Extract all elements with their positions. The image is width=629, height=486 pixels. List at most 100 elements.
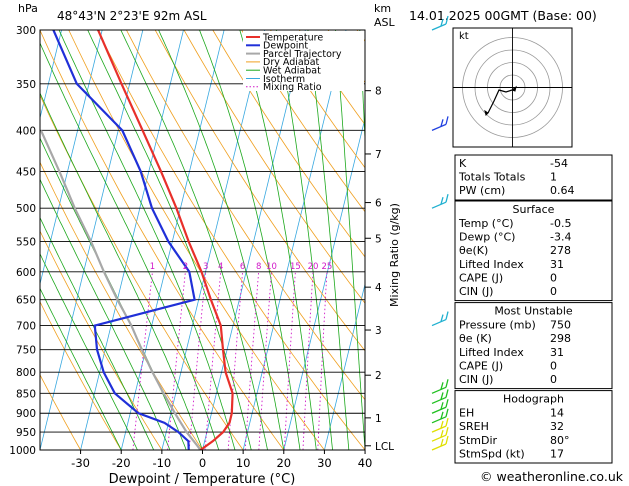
table-row-value: -3.4 (550, 231, 571, 244)
wind-barb (431, 417, 449, 433)
table-section-title: Most Unstable (494, 305, 573, 318)
wind-barb (431, 399, 449, 414)
table-row-label: Temp (°C) (458, 217, 514, 230)
wet-adiabat-line (40, 92, 203, 450)
table-row-value: 0.64 (550, 184, 575, 197)
height-tick-label: 2 (375, 370, 382, 382)
pressure-tick-label: 450 (16, 166, 36, 178)
location-label: 48°43'N 2°23'E 92m ASL (57, 9, 207, 23)
pressure-tick-label: 400 (16, 125, 36, 137)
wind-barb (431, 15, 449, 31)
x-tick-label: 10 (236, 456, 251, 470)
table-row-label: CIN (J) (459, 373, 493, 386)
x-tick-label: 0 (199, 456, 206, 470)
mixing-ratio-axis-label: Mixing Ratio (g/kg) (388, 203, 401, 307)
mixing-ratio-label: 2 (183, 262, 188, 272)
legend-label: Dewpoint (263, 41, 308, 52)
table-row-label: CAPE (J) (459, 271, 503, 284)
pressure-tick-label: 500 (16, 203, 36, 215)
pressure-tick-label: 750 (16, 345, 36, 357)
table-row-label: θe(K) (459, 244, 488, 257)
height-tick-label: 3 (375, 325, 382, 337)
pressure-axis: 300 350 400 450 500 550 600 650 700 750 800 850 900 9… (9, 25, 36, 457)
isotherm-line (120, 30, 225, 450)
wind-barbs (431, 15, 449, 451)
mixing-ratio-line (227, 271, 244, 450)
mixing-ratio-line (317, 271, 328, 450)
wet-adiabat-line (120, 30, 268, 450)
table-row-value: 1 (550, 171, 557, 184)
wind-barb (431, 194, 449, 209)
indices-box (454, 154, 613, 201)
table-row-value: 17 (550, 447, 564, 460)
pressure-unit-label: hPa (18, 2, 38, 15)
pressure-tick-label: 700 (16, 321, 36, 333)
legend-label: Wet Adiabat (263, 66, 321, 77)
wind-barb (431, 311, 449, 327)
isotherm-line (242, 30, 347, 450)
pressure-tick-label: 350 (16, 79, 36, 91)
temperature-line (97, 30, 234, 450)
pressure-tick-label: 650 (16, 295, 36, 307)
table-row-label: CAPE (J) (459, 359, 503, 372)
x-tick-label: 20 (276, 456, 291, 470)
mixing-ratio-line (204, 271, 222, 450)
dry-adiabat-line (241, 30, 365, 213)
mixing-ratio-line (283, 271, 296, 450)
isotherm-line (161, 30, 266, 450)
mixing-ratio-line (167, 271, 186, 450)
height-tick-label: 1 (375, 413, 382, 425)
hodograph-arrow (510, 85, 517, 92)
mixing-ratio-line (258, 271, 272, 450)
mixing-ratio-line (302, 271, 314, 450)
table-row-value: 31 (550, 346, 564, 359)
legend-label: Isotherm (263, 74, 305, 85)
x-axis-label: Dewpoint / Temperature (°C) (109, 472, 296, 486)
dry-adiabat-line (270, 30, 365, 169)
table-row-label: StmSpd (kt) (459, 447, 525, 460)
table-row-label: θe (K) (459, 332, 492, 345)
datetime-label: 14.01.2025 00GMT (Base: 00) (409, 8, 597, 23)
table-section-title: Hodograph (503, 393, 564, 406)
x-tick-label: 30 (317, 456, 332, 470)
pressure-tick-label: 950 (16, 427, 36, 439)
table-row-value: 298 (550, 332, 571, 345)
table-row-value: 278 (550, 244, 571, 257)
table-row-value: 750 (550, 319, 571, 332)
pressure-tick-label: 550 (16, 236, 36, 248)
hodograph-arrow (484, 109, 489, 116)
table-row-label: EH (459, 407, 474, 420)
isobar-lines (40, 29, 365, 451)
height-tick-label: 8 (375, 86, 382, 98)
pressure-tick-label: 800 (16, 367, 36, 379)
wind-barb (431, 435, 449, 451)
x-tick-label: -30 (71, 456, 90, 470)
mixing-ratio-line (132, 271, 153, 450)
height-tick-label: 5 (375, 233, 382, 245)
wind-barb (431, 408, 449, 424)
mixing-ratio-line (244, 271, 260, 450)
isotherm-line (283, 116, 365, 450)
dry-adiabat-line (40, 300, 122, 450)
wind-barb (431, 389, 449, 405)
x-tick-label: -20 (112, 456, 131, 470)
legend-label: Temperature (262, 32, 323, 43)
isotherm-line (80, 30, 184, 450)
pressure-tick-label: 600 (16, 267, 36, 279)
table-section-title: Surface (513, 203, 555, 216)
table-row-value: -54 (550, 157, 568, 170)
table-row-label: Lifted Index (459, 346, 524, 359)
height-tick-label: 4 (375, 282, 382, 294)
isotherm-line (324, 282, 365, 450)
mixing-ratio-labels: 1 2 3 4 6 8 10 15 20 25 (150, 262, 333, 272)
x-tick-label: -10 (152, 456, 171, 470)
hodograph-table-box (454, 390, 613, 464)
table-row-value: 14 (550, 407, 564, 420)
mixing-ratio-label: 25 (321, 262, 332, 272)
surface-box (454, 200, 613, 302)
hodograph-trace (487, 89, 513, 114)
table-row-label: StmDir (459, 434, 498, 447)
mixing-ratio-label: 1 (150, 262, 155, 272)
legend-label: Mixing Ratio (263, 82, 322, 93)
